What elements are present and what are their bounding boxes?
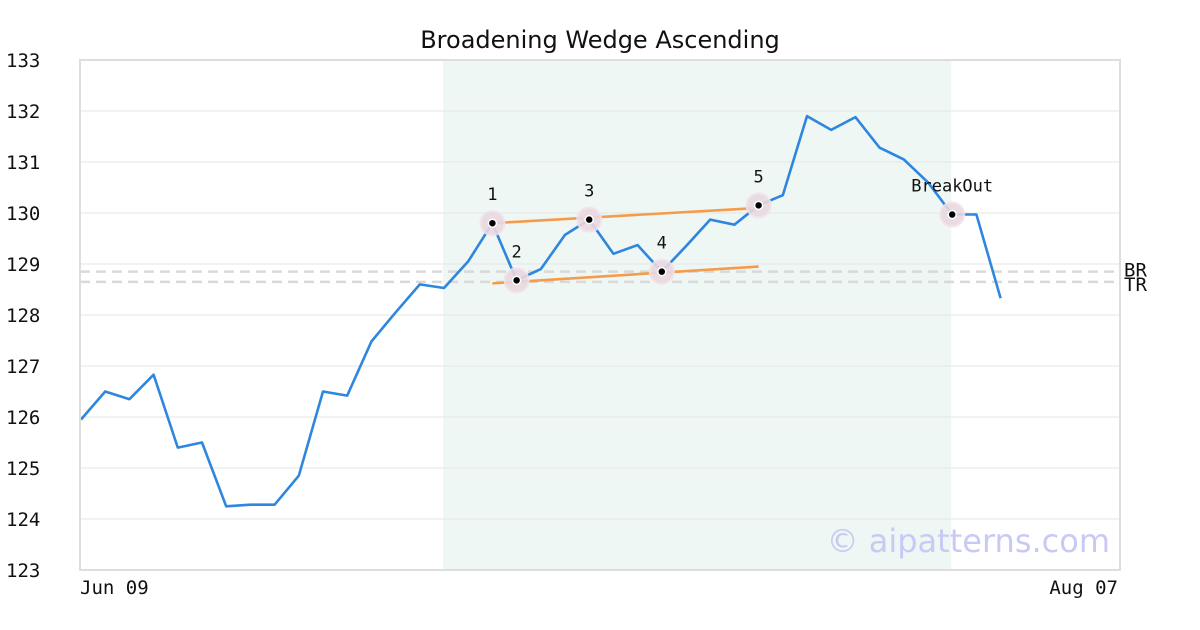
reference-label-tr: TR: [1124, 274, 1147, 296]
y-tick-label: 125: [6, 458, 40, 480]
y-tick-label: 133: [6, 50, 40, 72]
y-tick-label: 123: [6, 560, 40, 582]
y-tick-label: 128: [6, 305, 40, 327]
x-tick-label-start: Jun 09: [80, 577, 149, 599]
pattern-point-4: [657, 266, 667, 277]
pattern-point-1: [487, 218, 498, 228]
price-series-line: [80, 114, 1002, 508]
watermark: © aipatterns.com: [827, 522, 1110, 560]
pattern-point-label: 3: [584, 182, 594, 202]
chart-title: Broadening Wedge Ascending: [420, 26, 780, 54]
lower-trendline: [492, 265, 759, 285]
y-tick-label: 130: [6, 203, 40, 225]
reference-label-br: BR: [1124, 260, 1147, 282]
pattern-point-label: BreakOut: [911, 177, 993, 197]
plot-frame: [79, 59, 1121, 571]
y-tick-label: 129: [6, 254, 40, 276]
upper-trendline: [492, 206, 759, 225]
y-tick-label: 127: [6, 356, 40, 378]
pattern-point-3: [584, 214, 594, 225]
pattern-point-label: 1: [487, 185, 497, 205]
pattern-point-5: [753, 200, 764, 211]
pattern-point-label: 4: [657, 234, 667, 254]
pattern-point-label: 5: [753, 167, 763, 187]
pattern-point-label: 2: [511, 242, 521, 262]
pattern-point-breakout: [947, 209, 957, 220]
y-tick-label: 131: [6, 152, 40, 174]
y-tick-label: 132: [6, 101, 40, 123]
y-tick-label: 126: [6, 407, 40, 429]
x-tick-label-end: Aug 07: [1049, 577, 1118, 599]
pattern-point-2: [511, 275, 522, 286]
y-tick-label: 124: [6, 509, 40, 531]
